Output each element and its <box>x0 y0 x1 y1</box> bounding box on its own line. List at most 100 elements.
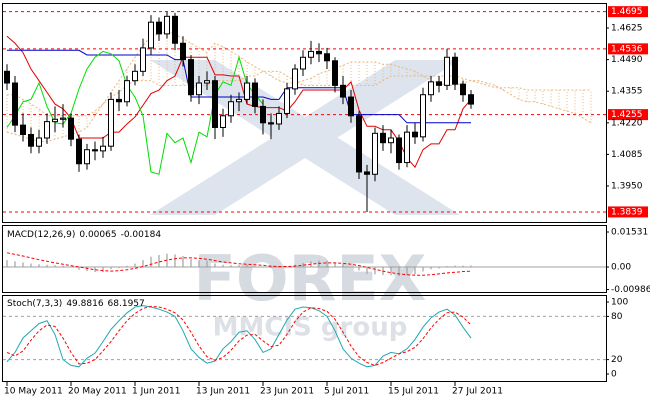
stoch-line <box>6 305 472 366</box>
candle-body <box>76 138 82 165</box>
y-tick-label: -0.00986 <box>611 285 650 295</box>
candle-body <box>228 101 234 117</box>
candle-body <box>292 68 298 90</box>
cloud-span-b <box>7 70 591 117</box>
candle-body <box>172 15 178 44</box>
level-box <box>608 43 648 55</box>
candle-body <box>436 81 442 86</box>
candle-body <box>84 149 90 165</box>
candle-body <box>28 133 34 147</box>
level-box <box>608 109 648 121</box>
y-tick-label: 20 <box>611 355 623 365</box>
level-box <box>608 6 648 18</box>
candle-body <box>108 98 114 147</box>
candle-body <box>316 50 322 55</box>
candle-body <box>300 56 306 70</box>
candle-body <box>20 124 26 135</box>
stoch-signal-value: 68.1957 <box>108 299 145 309</box>
candle-body <box>276 112 282 125</box>
y-tick-label: 0.01531 <box>611 227 648 237</box>
x-tick-label: 20 May 2011 <box>68 387 127 397</box>
candle-body <box>444 56 450 86</box>
candle-body <box>348 96 354 117</box>
macd-signal-value: -0.00184 <box>121 230 162 240</box>
x-tick-label: 27 Jul 2011 <box>452 387 503 397</box>
candle-body <box>212 80 218 128</box>
candle-body <box>372 132 378 175</box>
candle-body <box>260 105 266 124</box>
y-tick-label: 1.4490 <box>611 55 643 65</box>
candle-body <box>268 122 274 125</box>
candle-body <box>428 81 434 96</box>
candle-body <box>156 21 162 35</box>
indicator-line <box>6 35 472 169</box>
x-tick-label: 13 Jun 2011 <box>196 387 250 397</box>
candle-body <box>252 82 258 107</box>
level-label: 1.4695 <box>611 7 643 17</box>
level-label: 1.4255 <box>611 110 643 120</box>
macd-value: 0.00065 <box>79 230 116 240</box>
candle-body <box>364 171 370 175</box>
x-tick-label: 10 May 2011 <box>4 387 63 397</box>
candle-body <box>420 94 426 138</box>
logo-stroke <box>150 60 460 215</box>
candle-body <box>92 149 98 152</box>
candle-body <box>44 121 50 139</box>
x-tick-label: 15 Jul 2011 <box>388 387 439 397</box>
macd-panel-frame <box>2 225 607 293</box>
plot-layer: 1.4695 1.4536 1.4255 1.3839 1.4625 1.4490 1.43… <box>3 6 650 397</box>
candle-body <box>244 82 250 100</box>
candle-body <box>308 50 314 58</box>
y-tick-label: 1.4085 <box>611 150 643 160</box>
level-box <box>608 206 648 218</box>
watermark-sub: MMCIS group <box>213 313 408 343</box>
stoch-panel-frame <box>2 295 607 382</box>
y-tick-label: 0 <box>611 370 617 380</box>
candle-body <box>220 115 226 128</box>
logo-stroke <box>150 60 460 215</box>
candle-body <box>4 70 10 84</box>
y-tick-label: 100 <box>611 298 628 308</box>
main-panel-frame <box>2 3 607 223</box>
y-tick-label: 80 <box>611 312 623 322</box>
x-tick-label: 1 Jun 2011 <box>132 387 180 397</box>
y-tick-label: 1.3950 <box>611 181 643 191</box>
candle-body <box>404 131 410 164</box>
stoch-main-value: 49.8816 <box>66 299 103 309</box>
candle-body <box>468 94 474 105</box>
candle-body <box>324 53 330 62</box>
candle-body <box>284 88 290 114</box>
stoch-header: Stoch(7,3,3) 49.8816 68.1957 <box>7 299 145 309</box>
macd-title: MACD(12,26,9) <box>7 230 75 240</box>
candle-body <box>460 83 466 96</box>
candle-body <box>236 98 242 103</box>
candle-body <box>340 84 346 98</box>
candle-body <box>68 117 74 140</box>
y-tick-label: 0.00 <box>611 262 631 272</box>
candle-body <box>452 56 458 85</box>
y-tick-label: 1.4355 <box>611 87 643 97</box>
candle-body <box>116 98 122 103</box>
indicator-line <box>6 50 264 175</box>
candle-body <box>36 137 42 147</box>
candle-body <box>196 82 202 96</box>
candle-body <box>412 131 418 138</box>
y-tick-label: 1.4625 <box>611 24 643 34</box>
candle-body <box>124 80 130 103</box>
candle-body <box>140 47 146 72</box>
candle-body <box>396 137 402 164</box>
candle-body <box>164 15 170 35</box>
candle-body <box>380 132 386 144</box>
cloud-span-a <box>6 31 592 143</box>
candle-body <box>204 80 210 84</box>
stoch-title: Stoch(7,3,3) <box>7 299 62 309</box>
candle-body <box>356 115 362 173</box>
level-label: 1.4536 <box>611 44 643 54</box>
level-label: 1.3839 <box>611 207 643 217</box>
candle-body <box>148 21 154 49</box>
candle-body <box>52 118 58 123</box>
watermark-logo <box>150 60 460 215</box>
candle-body <box>180 42 186 61</box>
stoch-line <box>6 305 472 368</box>
